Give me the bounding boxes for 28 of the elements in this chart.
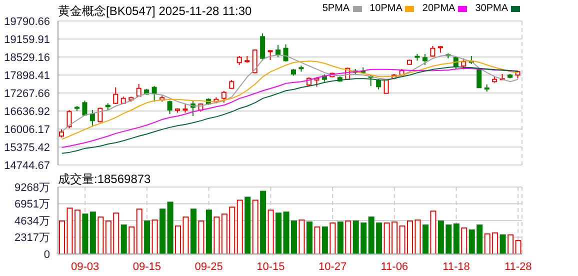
x-tick-label: 11-18 (442, 260, 470, 273)
y-tick-label: 9268万 (14, 182, 50, 194)
x-tick-label: 11-28 (504, 260, 532, 273)
x-tick-label: 09-15 (132, 260, 162, 273)
y-tick-label: 18529.16 (4, 52, 50, 64)
y-tick-label: 19159.91 (4, 34, 50, 46)
x-tick-label: 10-15 (256, 260, 285, 273)
y-tick-label: 14744.67 (4, 160, 50, 172)
legend-label: 10PMA (370, 3, 402, 14)
y-tick-label: 17267.66 (4, 88, 50, 100)
y-tick-label: 15375.42 (4, 142, 50, 154)
y-tick-label: 0 (44, 248, 50, 261)
legend-label: 20PMA (422, 3, 456, 14)
y-tick-label: 16636.92 (4, 106, 50, 118)
chart-title: 成交量:18569873 (58, 171, 151, 188)
x-tick-label: 09-25 (194, 260, 223, 273)
y-tick-label: 17898.41 (4, 70, 50, 82)
y-tick-label: 4634万 (14, 215, 50, 228)
y-tick-label: 19790.66 (4, 16, 50, 28)
chart-title: 黄金概念[BK0547] 2025-11-28 11:30 (58, 3, 252, 20)
y-tick-label: 16006.17 (4, 124, 50, 136)
x-tick-label: 09-03 (70, 260, 100, 273)
y-tick-label: 6951万 (14, 198, 50, 211)
legend-label: 30PMA (475, 3, 508, 14)
x-tick-label: 11-06 (380, 260, 408, 273)
x-tick-label: 10-27 (318, 260, 347, 273)
legend-label: 5PMA (322, 3, 350, 14)
y-tick-label: 2317万 (14, 232, 50, 244)
